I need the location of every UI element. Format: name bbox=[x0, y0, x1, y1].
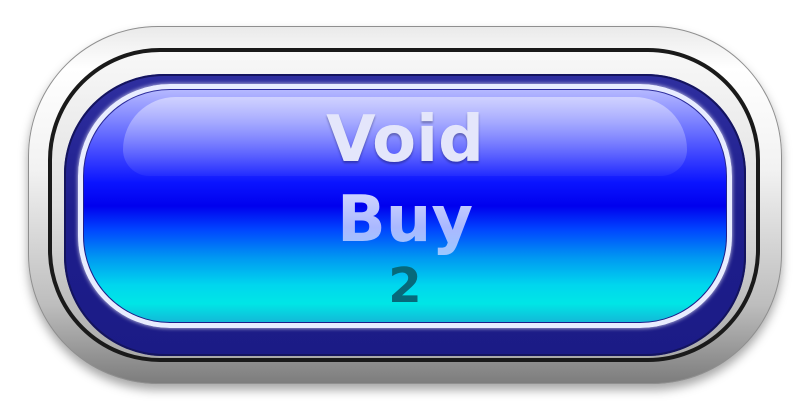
button-inner-ring bbox=[78, 84, 732, 328]
